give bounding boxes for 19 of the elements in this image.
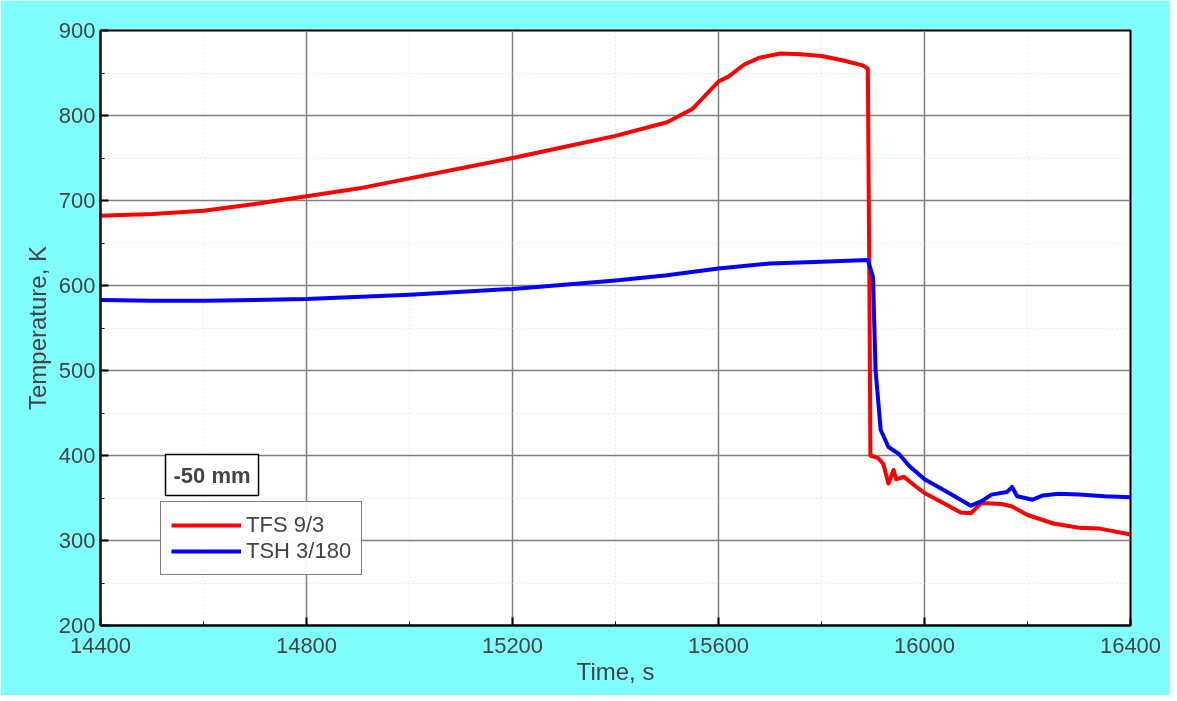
line-series [100, 258, 1131, 508]
legend-label: TFS 9/3 [246, 512, 325, 538]
y-tick-label: 700 [58, 188, 96, 213]
x-tick-label: 15600 [687, 632, 750, 658]
x-axis-title: Time, s [576, 657, 655, 685]
x-tick-label: 14800 [275, 632, 338, 658]
y-tick-label: 600 [58, 273, 96, 298]
legend-label: TSH 3/180 [246, 538, 352, 564]
x-tick-label: 15200 [481, 632, 544, 658]
y-tick-label: 400 [58, 443, 96, 468]
y-axis-title: Temperature, K [23, 245, 51, 411]
line-series [100, 51, 1131, 537]
y-tick-label: 800 [58, 103, 96, 128]
y-tick-label: 900 [58, 18, 96, 43]
y-tick-label: 300 [58, 528, 96, 553]
x-tick-label: 16400 [1099, 632, 1162, 658]
y-tick-label: 500 [58, 358, 96, 383]
x-tick-label: 16000 [893, 632, 956, 658]
annotation: -50 mm [173, 462, 251, 488]
